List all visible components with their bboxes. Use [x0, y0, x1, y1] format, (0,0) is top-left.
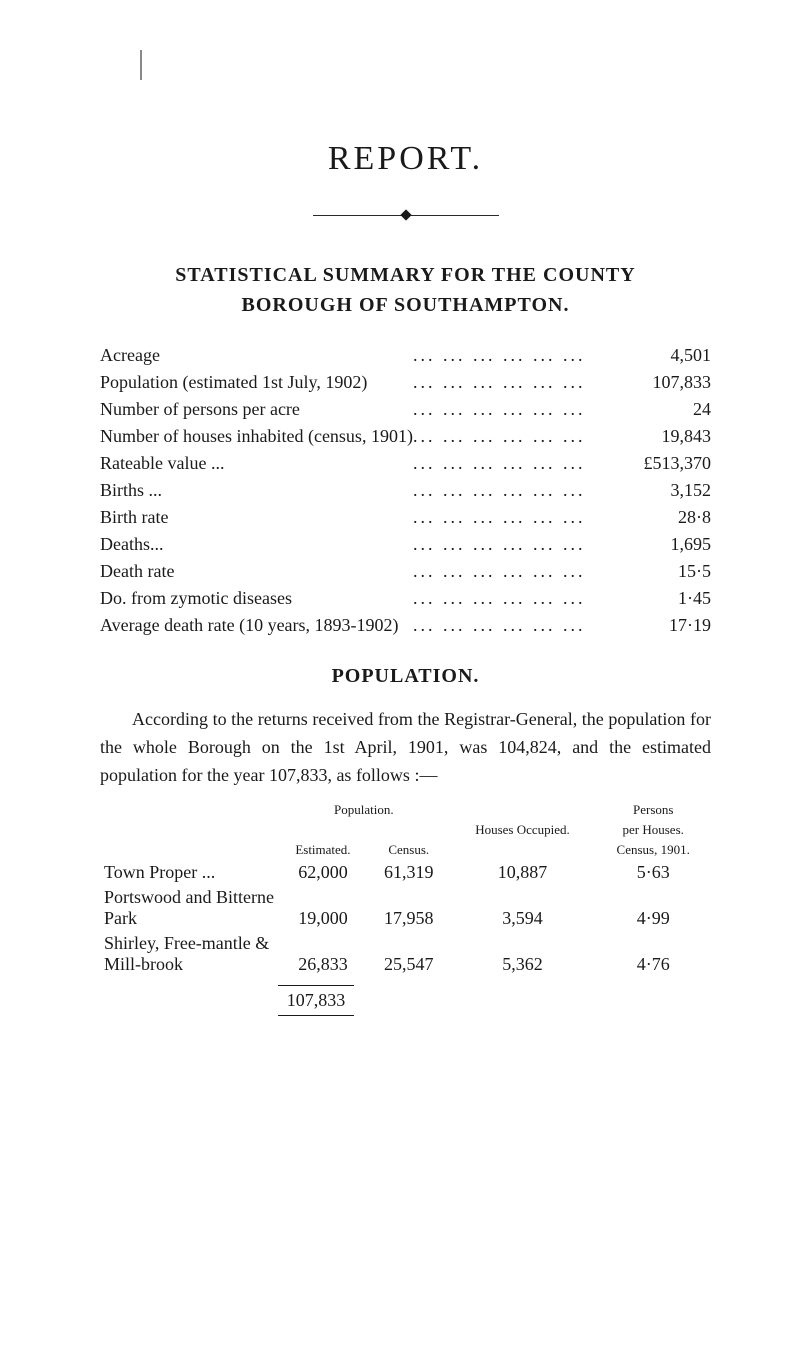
heading-line-1: STATISTICAL SUMMARY FOR THE COUNTY	[175, 264, 635, 286]
pop-census: 25,547	[368, 931, 450, 977]
stat-value: 3,152	[632, 477, 712, 504]
pop-estimated: 19,000	[278, 885, 368, 931]
stat-row: Rateable value ... £513,370	[100, 450, 711, 477]
stat-row: Acreage 4,501	[100, 342, 711, 369]
stat-label: Death rate	[100, 558, 413, 585]
pop-census: 17,958	[368, 885, 450, 931]
stat-row: Population (estimated 1st July, 1902) 107…	[100, 369, 711, 396]
stat-value: 24	[632, 396, 712, 423]
stat-value: £513,370	[632, 450, 712, 477]
leader-dots	[413, 612, 632, 639]
stat-row: Birth rate 28·8	[100, 504, 711, 531]
stat-label: Number of houses inhabited (census, 1901…	[100, 423, 413, 450]
col-population-group: Population.	[278, 800, 450, 820]
report-title: REPORT.	[100, 140, 711, 178]
pop-persons: 4·99	[595, 885, 711, 931]
pop-row: Shirley, Free-mantle & Mill-brook26,8332…	[100, 931, 711, 977]
leader-dots	[413, 342, 632, 369]
stat-label: Birth rate	[100, 504, 413, 531]
stat-label: Acreage	[100, 342, 413, 369]
rule-right	[409, 215, 499, 216]
stat-value: 19,843	[632, 423, 712, 450]
stat-value: 15·5	[632, 558, 712, 585]
col-census: Census.	[368, 840, 450, 860]
stat-label: Rateable value ...	[100, 450, 413, 477]
pop-row: Portswood and Bitterne Park19,00017,9583…	[100, 885, 711, 931]
stat-row: Deaths... 1,695	[100, 531, 711, 558]
stat-value: 1·45	[632, 585, 712, 612]
page: REPORT. STATISTICAL SUMMARY FOR THE COUN…	[0, 0, 801, 1347]
stat-row: Death rate 15·5	[100, 558, 711, 585]
leader-dots	[413, 531, 632, 558]
total-block: 107,833	[278, 981, 354, 1020]
diamond-icon	[400, 210, 411, 221]
pop-row: Town Proper ...62,00061,31910,8875·63	[100, 860, 711, 885]
col-persons-l2: per Houses.	[595, 820, 711, 840]
stat-value: 107,833	[632, 369, 712, 396]
leader-dots	[413, 504, 632, 531]
pop-estimated: 26,833	[278, 931, 368, 977]
ornament-rule	[100, 206, 711, 224]
col-houses: Houses Occupied.	[450, 820, 596, 840]
leader-dots	[413, 423, 632, 450]
pop-houses: 10,887	[450, 860, 596, 885]
pop-houses: 3,594	[450, 885, 596, 931]
population-heading: POPULATION.	[100, 665, 711, 688]
scan-artifact-bar	[140, 50, 142, 80]
rule-left	[313, 215, 403, 216]
stat-row: Number of houses inhabited (census, 1901…	[100, 423, 711, 450]
leader-dots	[413, 585, 632, 612]
pop-persons: 5·63	[595, 860, 711, 885]
statistics-table: Acreage4,501Population (estimated 1st Ju…	[100, 342, 711, 639]
stat-value: 17·19	[632, 612, 712, 639]
stat-label: Births ...	[100, 477, 413, 504]
stat-row: Births ... 3,152	[100, 477, 711, 504]
population-table: Population. Persons Houses Occupied. per…	[100, 800, 711, 977]
pop-houses: 5,362	[450, 931, 596, 977]
leader-dots	[413, 369, 632, 396]
stat-row: Do. from zymotic diseases 1·45	[100, 585, 711, 612]
pop-row-label: Portswood and Bitterne Park	[100, 885, 278, 931]
stat-value: 4,501	[632, 342, 712, 369]
section-heading: STATISTICAL SUMMARY FOR THE COUNTY BOROU…	[100, 260, 711, 320]
col-persons-l1: Persons	[595, 800, 711, 820]
pop-census: 61,319	[368, 860, 450, 885]
pop-estimated: 62,000	[278, 860, 368, 885]
leader-dots	[413, 450, 632, 477]
stat-label: Population (estimated 1st July, 1902)	[100, 369, 413, 396]
stat-value: 1,695	[632, 531, 712, 558]
population-paragraph: According to the returns received from t…	[100, 706, 711, 790]
total-rule-top	[278, 985, 354, 986]
heading-line-2: BOROUGH OF SOUTHAMPTON.	[241, 294, 569, 316]
total-value: 107,833	[278, 990, 354, 1011]
stat-row: Number of persons per acre 24	[100, 396, 711, 423]
pop-persons: 4·76	[595, 931, 711, 977]
stat-label: Number of persons per acre	[100, 396, 413, 423]
col-persons-l3: Census, 1901.	[595, 840, 711, 860]
leader-dots	[413, 558, 632, 585]
total-rule-bottom	[278, 1015, 354, 1016]
leader-dots	[413, 477, 632, 504]
pop-row-label: Shirley, Free-mantle & Mill-brook	[100, 931, 278, 977]
stat-row: Average death rate (10 years, 1893-1902)…	[100, 612, 711, 639]
stat-value: 28·8	[632, 504, 712, 531]
leader-dots	[413, 396, 632, 423]
stat-label: Deaths...	[100, 531, 413, 558]
stat-label: Average death rate (10 years, 1893-1902)	[100, 612, 413, 639]
stat-label: Do. from zymotic diseases	[100, 585, 413, 612]
pop-row-label: Town Proper ...	[100, 860, 278, 885]
col-estimated: Estimated.	[278, 840, 368, 860]
